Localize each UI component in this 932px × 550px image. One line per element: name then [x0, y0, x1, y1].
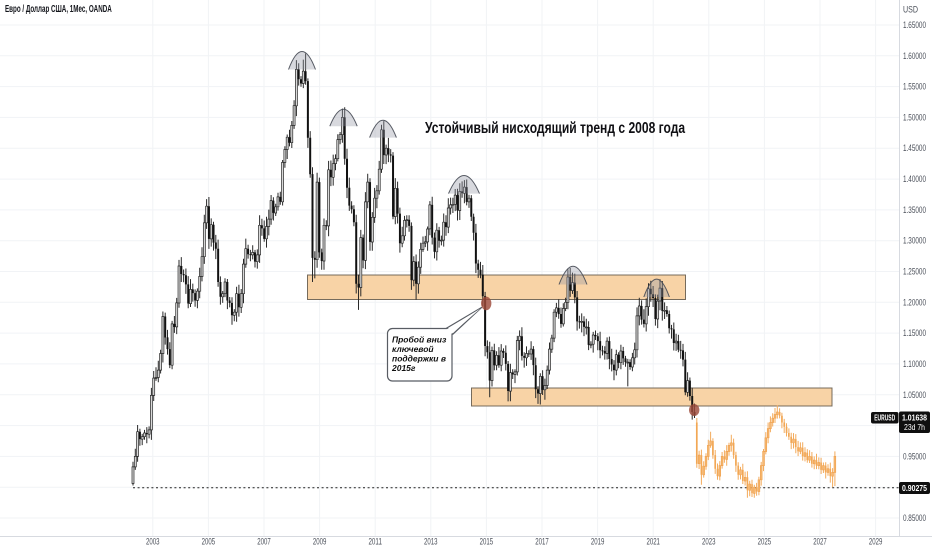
svg-text:0.85000: 0.85000: [903, 513, 926, 523]
svg-text:2013: 2013: [424, 537, 438, 547]
svg-text:2025: 2025: [758, 537, 772, 547]
svg-text:USD: USD: [903, 5, 918, 15]
svg-text:1.01638: 1.01638: [902, 412, 927, 422]
svg-text:1.10000: 1.10000: [903, 359, 926, 369]
svg-text:1.35000: 1.35000: [903, 205, 926, 215]
svg-text:1.05000: 1.05000: [903, 390, 926, 400]
svg-text:2003: 2003: [146, 537, 160, 547]
svg-text:1.55000: 1.55000: [903, 82, 926, 92]
svg-text:2029: 2029: [869, 537, 883, 547]
svg-text:2009: 2009: [313, 537, 327, 547]
svg-text:2021: 2021: [646, 537, 660, 547]
svg-text:EURUSD: EURUSD: [874, 413, 895, 423]
svg-text:1.25000: 1.25000: [903, 267, 926, 277]
svg-text:2017: 2017: [535, 537, 549, 547]
svg-text:2019: 2019: [591, 537, 605, 547]
svg-text:1.40000: 1.40000: [903, 174, 926, 184]
svg-text:1.15000: 1.15000: [903, 328, 926, 338]
svg-text:2027: 2027: [813, 537, 827, 547]
svg-text:ключевой: ключевой: [392, 344, 434, 354]
svg-text:1.20000: 1.20000: [903, 297, 926, 307]
svg-text:2015г: 2015г: [391, 363, 416, 373]
svg-text:2015: 2015: [480, 537, 494, 547]
svg-text:23d 7h: 23d 7h: [904, 423, 925, 432]
svg-text:0.90275: 0.90275: [902, 483, 927, 493]
svg-text:2005: 2005: [202, 537, 216, 547]
svg-text:2023: 2023: [702, 537, 716, 547]
svg-text:1.60000: 1.60000: [903, 51, 926, 61]
svg-text:0.95000: 0.95000: [903, 451, 926, 461]
svg-text:1.50000: 1.50000: [903, 112, 926, 122]
svg-text:поддержки в: поддержки в: [392, 354, 446, 364]
svg-text:2007: 2007: [257, 537, 271, 547]
svg-text:2011: 2011: [368, 537, 382, 547]
svg-text:1.65000: 1.65000: [903, 20, 926, 30]
svg-text:Пробой вниз: Пробой вниз: [392, 335, 447, 345]
svg-text:1.30000: 1.30000: [903, 236, 926, 246]
svg-text:1.45000: 1.45000: [903, 143, 926, 153]
